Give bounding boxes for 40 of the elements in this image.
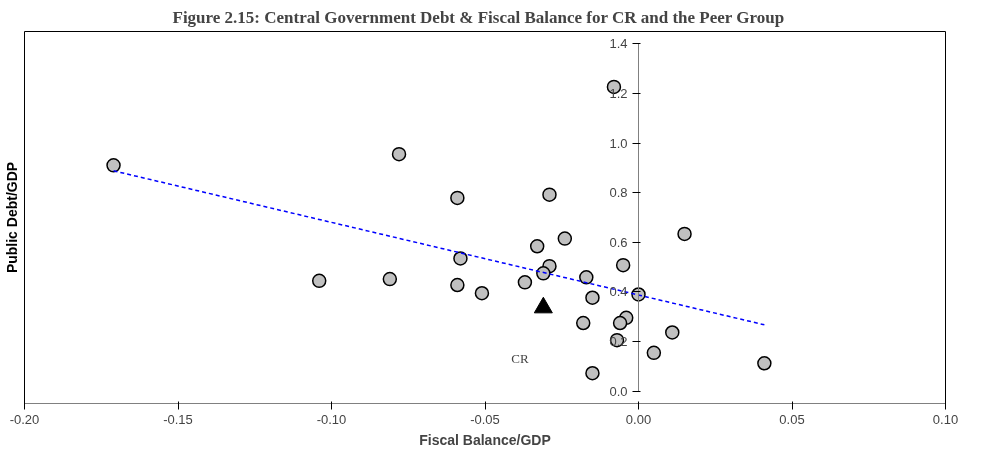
point: [106, 158, 121, 173]
point: [391, 146, 407, 162]
y-tick-label: 0.0: [609, 383, 628, 399]
y-tick-label: 0.6: [609, 234, 628, 250]
point: [757, 356, 772, 371]
point: [557, 231, 573, 246]
point: [382, 271, 398, 287]
y-axis-title: Public Debt/GDP: [3, 161, 20, 274]
point: [474, 286, 490, 301]
point: [450, 277, 465, 293]
y-tick-label: 0.8: [609, 185, 628, 201]
x-tick-label: -0.15: [163, 411, 193, 427]
point: [585, 365, 600, 381]
point: [579, 270, 594, 285]
point: [612, 315, 628, 331]
x-tick-label: 0.00: [625, 411, 652, 427]
point: [575, 315, 591, 331]
point: [615, 257, 631, 273]
x-tick-label: -0.20: [9, 411, 40, 427]
point: [517, 275, 533, 290]
y-tick-label: 1.4: [609, 36, 628, 52]
y-tick-label: 1.2: [609, 85, 628, 101]
text: CR: [511, 350, 529, 366]
y-tick-label: 1.0: [609, 135, 628, 151]
x-tick-label: -0.10: [316, 411, 347, 427]
chart-title: Figure 2.15: Central Government Debt & Fiscal Balance for CR and the Peer Group: [172, 7, 785, 27]
point: [536, 266, 551, 281]
point: [646, 345, 662, 361]
point: [453, 251, 468, 266]
x-tick-label: -0.05: [470, 411, 500, 427]
x-tick-label: 0.10: [932, 411, 959, 427]
x-tick-label: 0.05: [779, 411, 805, 427]
point: [677, 226, 692, 242]
point: [542, 187, 557, 202]
point: [450, 190, 465, 206]
x-axis-title: Fiscal Balance/GDP: [419, 431, 551, 448]
point: [665, 325, 680, 340]
point: [529, 239, 545, 254]
point: [311, 273, 327, 289]
point: [585, 290, 600, 305]
